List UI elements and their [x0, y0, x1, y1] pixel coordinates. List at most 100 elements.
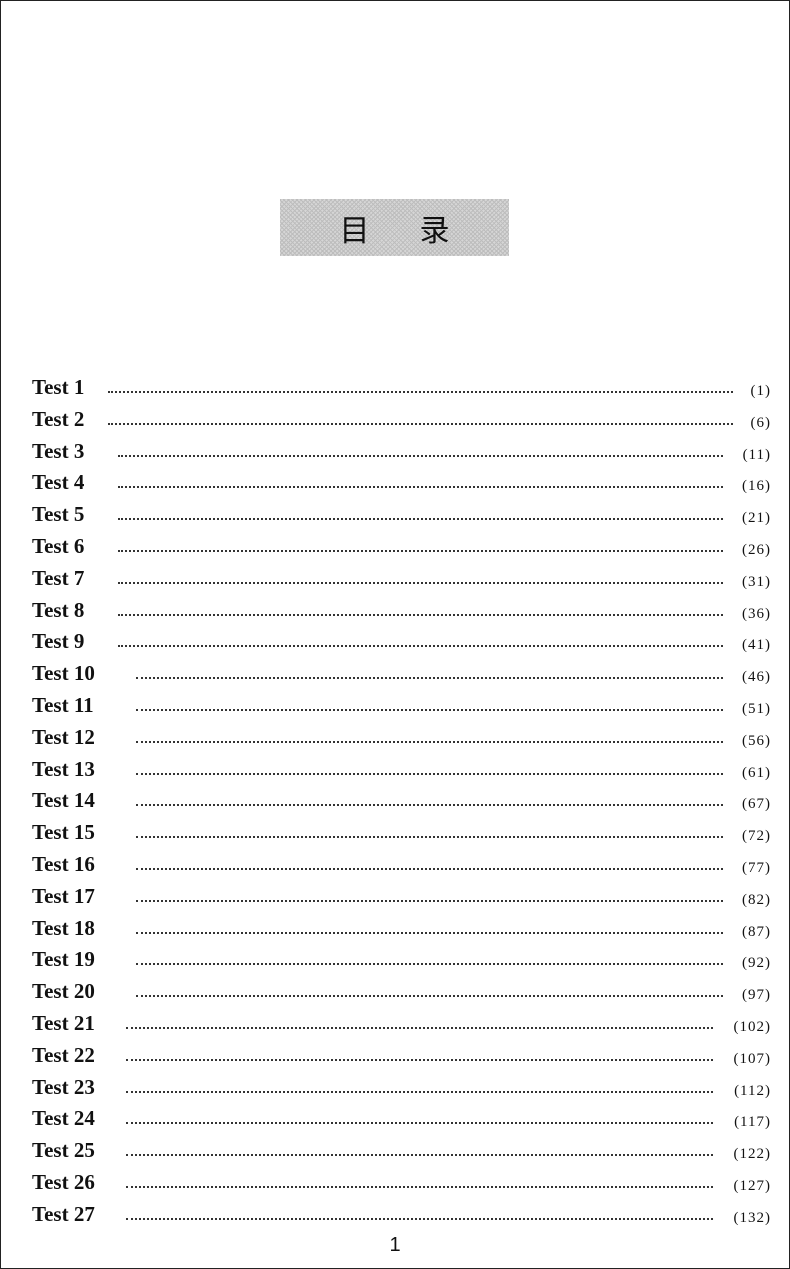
toc-entry-page: (117): [734, 1114, 771, 1131]
toc-entry[interactable]: Test 9 (41): [1, 626, 789, 656]
toc-entry-label: Test 3: [32, 438, 85, 463]
dot-leader: [136, 899, 723, 902]
toc-entry-label: Test 15: [32, 820, 95, 845]
dot-leader: [126, 1058, 713, 1061]
toc-entry-page: (87): [742, 923, 771, 940]
title-char-2: 录: [419, 213, 450, 249]
toc-entry[interactable]: Test 3 (11): [1, 436, 789, 466]
toc-entry-page: (112): [734, 1082, 771, 1099]
dot-leader: [118, 645, 723, 648]
dot-leader: [118, 486, 723, 489]
dot-leader: [136, 709, 723, 711]
toc-entry-page: (92): [742, 955, 771, 972]
toc-entry-page: (6): [750, 414, 771, 431]
toc-entry[interactable]: Test 21 (102): [1, 1008, 789, 1038]
toc-entry-page: (41): [742, 637, 771, 654]
dot-leader: [136, 836, 723, 839]
toc-entry[interactable]: Test 27 (132): [1, 1199, 789, 1229]
toc-entry-label: Test 27: [32, 1201, 95, 1226]
toc-entry-label: Test 4: [32, 470, 85, 495]
toc-entry-page: (82): [742, 891, 771, 908]
toc-entry-page: (72): [742, 828, 771, 845]
toc-entry[interactable]: Test 23 (112): [1, 1072, 789, 1102]
toc-entry-page: (127): [733, 1178, 771, 1194]
toc-entry[interactable]: Test 2 (6): [1, 404, 789, 434]
toc-entry-label: Test 19: [32, 947, 95, 972]
toc-entry[interactable]: Test 4 (16): [1, 467, 789, 497]
dot-leader: [126, 1186, 713, 1188]
dot-leader: [136, 995, 723, 998]
dot-leader: [108, 422, 733, 425]
dot-leader: [126, 1122, 713, 1125]
toc-entry[interactable]: Test 18 (87): [1, 913, 789, 943]
toc-entry-label: Test 20: [32, 979, 95, 1004]
toc-entry[interactable]: Test 16 (77): [1, 849, 789, 879]
dot-leader: [136, 963, 723, 966]
title-char-1: 目: [339, 213, 370, 249]
toc-entry-label: Test 16: [32, 852, 95, 876]
toc-entry[interactable]: Test 1 (1): [1, 372, 789, 402]
toc-entry-page: (77): [742, 860, 771, 876]
toc-entry-page: (21): [742, 510, 771, 527]
toc-entry-label: Test 1: [32, 375, 85, 399]
toc-entry-page: (132): [733, 1209, 771, 1226]
toc-entry-label: Test 5: [32, 502, 85, 527]
toc-entry[interactable]: Test 6 (26): [1, 531, 789, 561]
dot-leader: [118, 550, 723, 552]
dot-leader: [136, 677, 723, 680]
toc-entry-page: (107): [733, 1050, 771, 1067]
toc-entry-page: (26): [742, 542, 771, 558]
toc-entry-label: Test 11: [32, 693, 94, 717]
toc-entry[interactable]: Test 26 (127): [1, 1167, 789, 1197]
dot-leader: [136, 931, 723, 934]
dot-leader: [118, 454, 723, 457]
toc-entry[interactable]: Test 12 (56): [1, 722, 789, 752]
dot-leader: [118, 581, 723, 584]
dot-leader: [108, 391, 733, 393]
toc-entry-page: (102): [733, 1019, 771, 1035]
toc-entry-label: Test 13: [32, 756, 95, 781]
toc-entry[interactable]: Test 15 (72): [1, 817, 789, 847]
toc-entry-label: Test 9: [32, 629, 85, 654]
toc-entry-page: (51): [742, 701, 771, 717]
toc-entry-label: Test 12: [32, 724, 95, 749]
toc-entry-label: Test 21: [32, 1011, 95, 1035]
toc-entry-page: (31): [742, 573, 771, 590]
toc-entry[interactable]: Test 10 (46): [1, 658, 789, 688]
toc-title: 目 录: [280, 199, 509, 256]
toc-entry[interactable]: Test 24 (117): [1, 1103, 789, 1133]
toc-entry[interactable]: Test 17 (82): [1, 881, 789, 911]
dot-leader: [118, 518, 723, 521]
dot-leader: [126, 1090, 713, 1093]
toc-entry-page: (97): [742, 987, 771, 1004]
toc-entry[interactable]: Test 7 (31): [1, 563, 789, 593]
toc-entry-page: (16): [742, 478, 771, 495]
toc-entry-label: Test 23: [32, 1074, 95, 1099]
toc-entry-label: Test 8: [32, 597, 85, 622]
toc-entry[interactable]: Test 22 (107): [1, 1040, 789, 1070]
toc-entry-label: Test 26: [32, 1170, 95, 1194]
toc-entry-label: Test 14: [32, 788, 95, 813]
page-number: 1: [389, 1234, 401, 1256]
toc-entry[interactable]: Test 11 (51): [1, 690, 789, 720]
toc-entry-label: Test 6: [32, 534, 85, 558]
toc-entry[interactable]: Test 19 (92): [1, 944, 789, 974]
dot-leader: [126, 1027, 713, 1029]
toc-entry[interactable]: Test 14 (67): [1, 785, 789, 815]
toc-entry[interactable]: Test 13 (61): [1, 754, 789, 784]
toc-entry[interactable]: Test 20 (97): [1, 976, 789, 1006]
dot-leader: [126, 1154, 713, 1157]
dot-leader: [118, 613, 723, 616]
toc-entry-page: (36): [742, 605, 771, 622]
dot-leader: [126, 1217, 713, 1220]
toc-entry[interactable]: Test 25 (122): [1, 1135, 789, 1165]
toc-entry-label: Test 7: [32, 565, 85, 590]
toc-entry-label: Test 2: [32, 406, 85, 431]
dot-leader: [136, 868, 723, 870]
toc-entry[interactable]: Test 8 (36): [1, 595, 789, 625]
toc-entry-label: Test 22: [32, 1042, 95, 1067]
toc-entry[interactable]: Test 5 (21): [1, 499, 789, 529]
toc-entry-page: (122): [733, 1146, 771, 1163]
dot-leader: [136, 772, 723, 775]
